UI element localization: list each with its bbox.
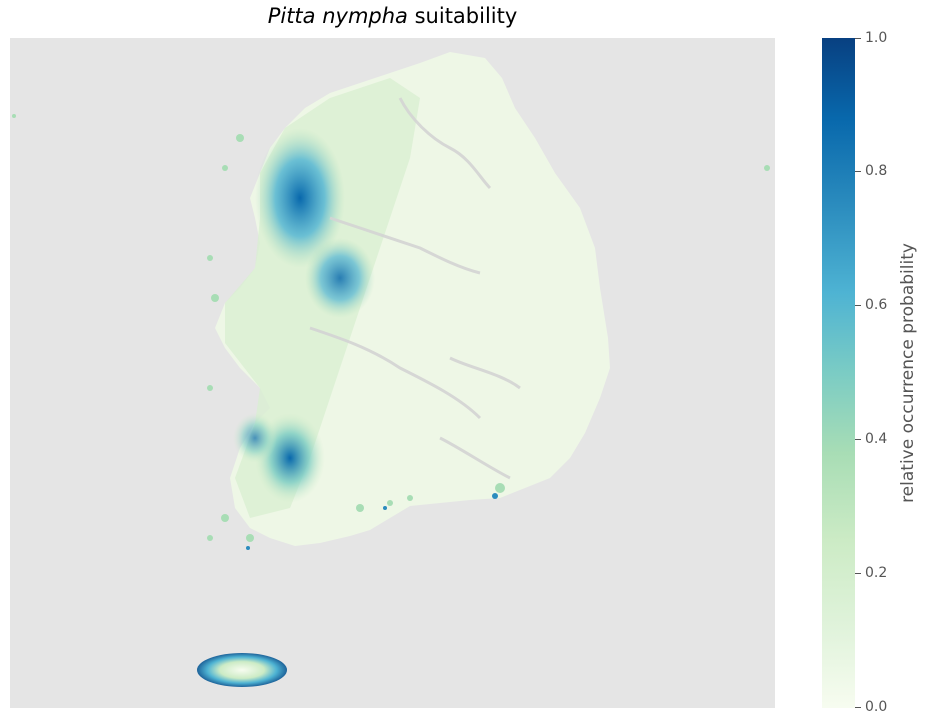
chart-title: Pitta nympha suitability xyxy=(10,4,775,28)
map-panel xyxy=(10,38,775,708)
colorbar-tick-label: 0.8 xyxy=(865,163,888,179)
suitability-map xyxy=(12,52,770,687)
colorbar-tick xyxy=(855,38,861,39)
colorbar-tick xyxy=(855,573,861,574)
colorbar-label: relative occurrence probability xyxy=(898,243,918,503)
colorbar-tick-label: 1.0 xyxy=(865,30,888,46)
colorbar-tick xyxy=(855,305,861,306)
title-suffix: suitability xyxy=(414,4,518,28)
jeju-island xyxy=(197,653,287,687)
colorbar-tick xyxy=(855,439,861,440)
nw-hotspot xyxy=(255,128,345,268)
colorbar-tick xyxy=(855,171,861,172)
species-name: Pitta nympha xyxy=(267,4,408,28)
colorbar-tick-label: 0.2 xyxy=(865,565,888,581)
colorbar-tick-label: 0.4 xyxy=(865,431,888,447)
colorbar-tick xyxy=(855,707,861,708)
colorbar-tick-label: 0.0 xyxy=(865,699,888,715)
colorbar-tick-label: 0.6 xyxy=(865,297,888,313)
colorbar xyxy=(822,38,855,708)
